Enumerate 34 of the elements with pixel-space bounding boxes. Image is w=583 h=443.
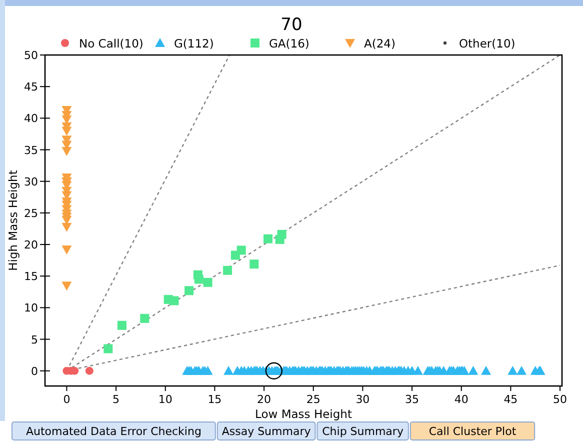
text: Assay Summary	[222, 425, 312, 438]
legend-label: No Call(10)	[79, 36, 144, 50]
x-tick-label: 10	[158, 393, 172, 406]
text: Automated Data Error Checking	[26, 425, 202, 438]
legend-label: GA(16)	[269, 36, 310, 50]
y-tick-label: 15	[24, 270, 38, 284]
text: Call Cluster Plot	[428, 425, 517, 438]
x-tick-label: 45	[504, 393, 518, 406]
x-tick-label: 35	[405, 393, 420, 406]
x-tick-label: 30	[356, 393, 370, 406]
y-tick-label: 5	[31, 333, 38, 346]
x-tick-label: 15	[208, 393, 222, 406]
legend-label: G(112)	[174, 36, 214, 50]
x-tick-label: 0	[63, 393, 70, 406]
y-tick-label: 45	[24, 80, 38, 94]
y-tick-label: 10	[24, 302, 38, 315]
y-tick-label: 35	[24, 144, 38, 157]
y-tick-label: 30	[24, 175, 38, 188]
y-tick-label: 0	[31, 364, 38, 378]
legend-label: Other(10)	[459, 36, 516, 50]
text: Chip Summary	[322, 425, 404, 438]
y-tick-label: 40	[24, 112, 38, 126]
x-tick-label: 5	[112, 393, 120, 406]
chart-title: 70	[280, 15, 302, 35]
x-tick-label: 40	[454, 393, 468, 406]
x-tick-label: 25	[306, 393, 320, 406]
y-tick-label: 50	[24, 49, 38, 62]
y-axis-title: High Mass Height	[6, 170, 20, 271]
legend-label: A(24)	[364, 36, 396, 50]
x-tick-label: 20	[257, 393, 272, 406]
y-tick-label: 25	[24, 206, 38, 220]
y-tick-label: 20	[24, 238, 38, 252]
x-axis-title: Low Mass Height	[255, 407, 352, 421]
x-tick-label: 50	[553, 393, 568, 406]
